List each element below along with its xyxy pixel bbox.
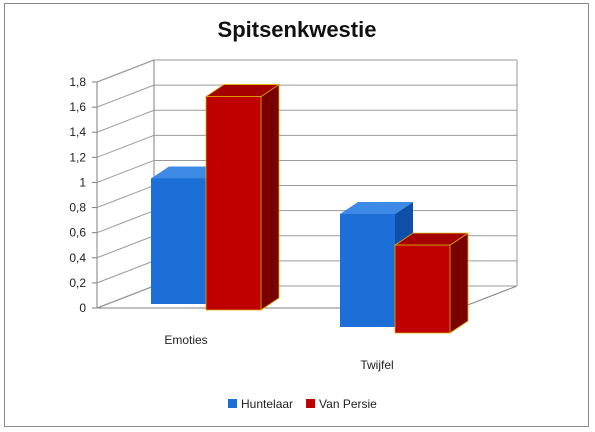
- y-tick-label: 1,4: [69, 125, 86, 139]
- x-category-label: Emoties: [164, 333, 207, 347]
- gridline-side: [96, 159, 155, 183]
- gridline-side: [96, 134, 155, 158]
- y-tick-label: 1,2: [69, 150, 86, 164]
- bar-side: [260, 83, 280, 311]
- x-category-label: Twijfel: [360, 358, 393, 372]
- legend: Huntelaar Van Persie: [228, 397, 377, 411]
- y-axis-ticks: 0 0,2 0,4 0,6 0,8 1 1,2 1,4 1,6 1,8: [69, 75, 86, 315]
- gridline-side: [96, 210, 155, 234]
- y-tick-label: 0: [79, 301, 86, 315]
- x-axis-labels: Emoties Twijfel: [164, 333, 393, 372]
- bar-van-persie-emoties: [204, 83, 281, 311]
- legend-label: Van Persie: [319, 397, 377, 411]
- gridline-side: [96, 260, 155, 284]
- legend-swatch: [228, 399, 237, 408]
- chart-title: Spitsenkwestie: [218, 17, 377, 42]
- legend-label: Huntelaar: [241, 397, 293, 411]
- bar-front: [205, 96, 262, 311]
- y-tick-label: 0,4: [69, 251, 86, 265]
- gridline-side: [96, 59, 155, 83]
- y-tick-label: 1,6: [69, 100, 86, 114]
- bar-front: [394, 244, 451, 334]
- gridline-side: [96, 109, 155, 133]
- gridline-side: [96, 185, 155, 209]
- bar-front: [151, 178, 206, 304]
- gridline-side: [96, 235, 155, 259]
- bar-van-persie-twijfel: [393, 232, 470, 334]
- bars: [151, 83, 470, 334]
- gridline-side: [96, 84, 155, 108]
- y-tick-label: 1: [79, 175, 86, 189]
- bar-top: [340, 202, 413, 214]
- gridline-side: [96, 285, 155, 309]
- y-tick-label: 0,8: [69, 201, 86, 215]
- legend-swatch: [306, 399, 316, 408]
- bar-front: [340, 214, 395, 327]
- bar-side: [449, 232, 469, 334]
- y-tick-label: 1,8: [69, 75, 86, 89]
- chart-frame: [4, 3, 589, 427]
- side-wall: [96, 59, 155, 309]
- y-tick-label: 0,6: [69, 226, 86, 240]
- y-tick-label: 0,2: [69, 276, 86, 290]
